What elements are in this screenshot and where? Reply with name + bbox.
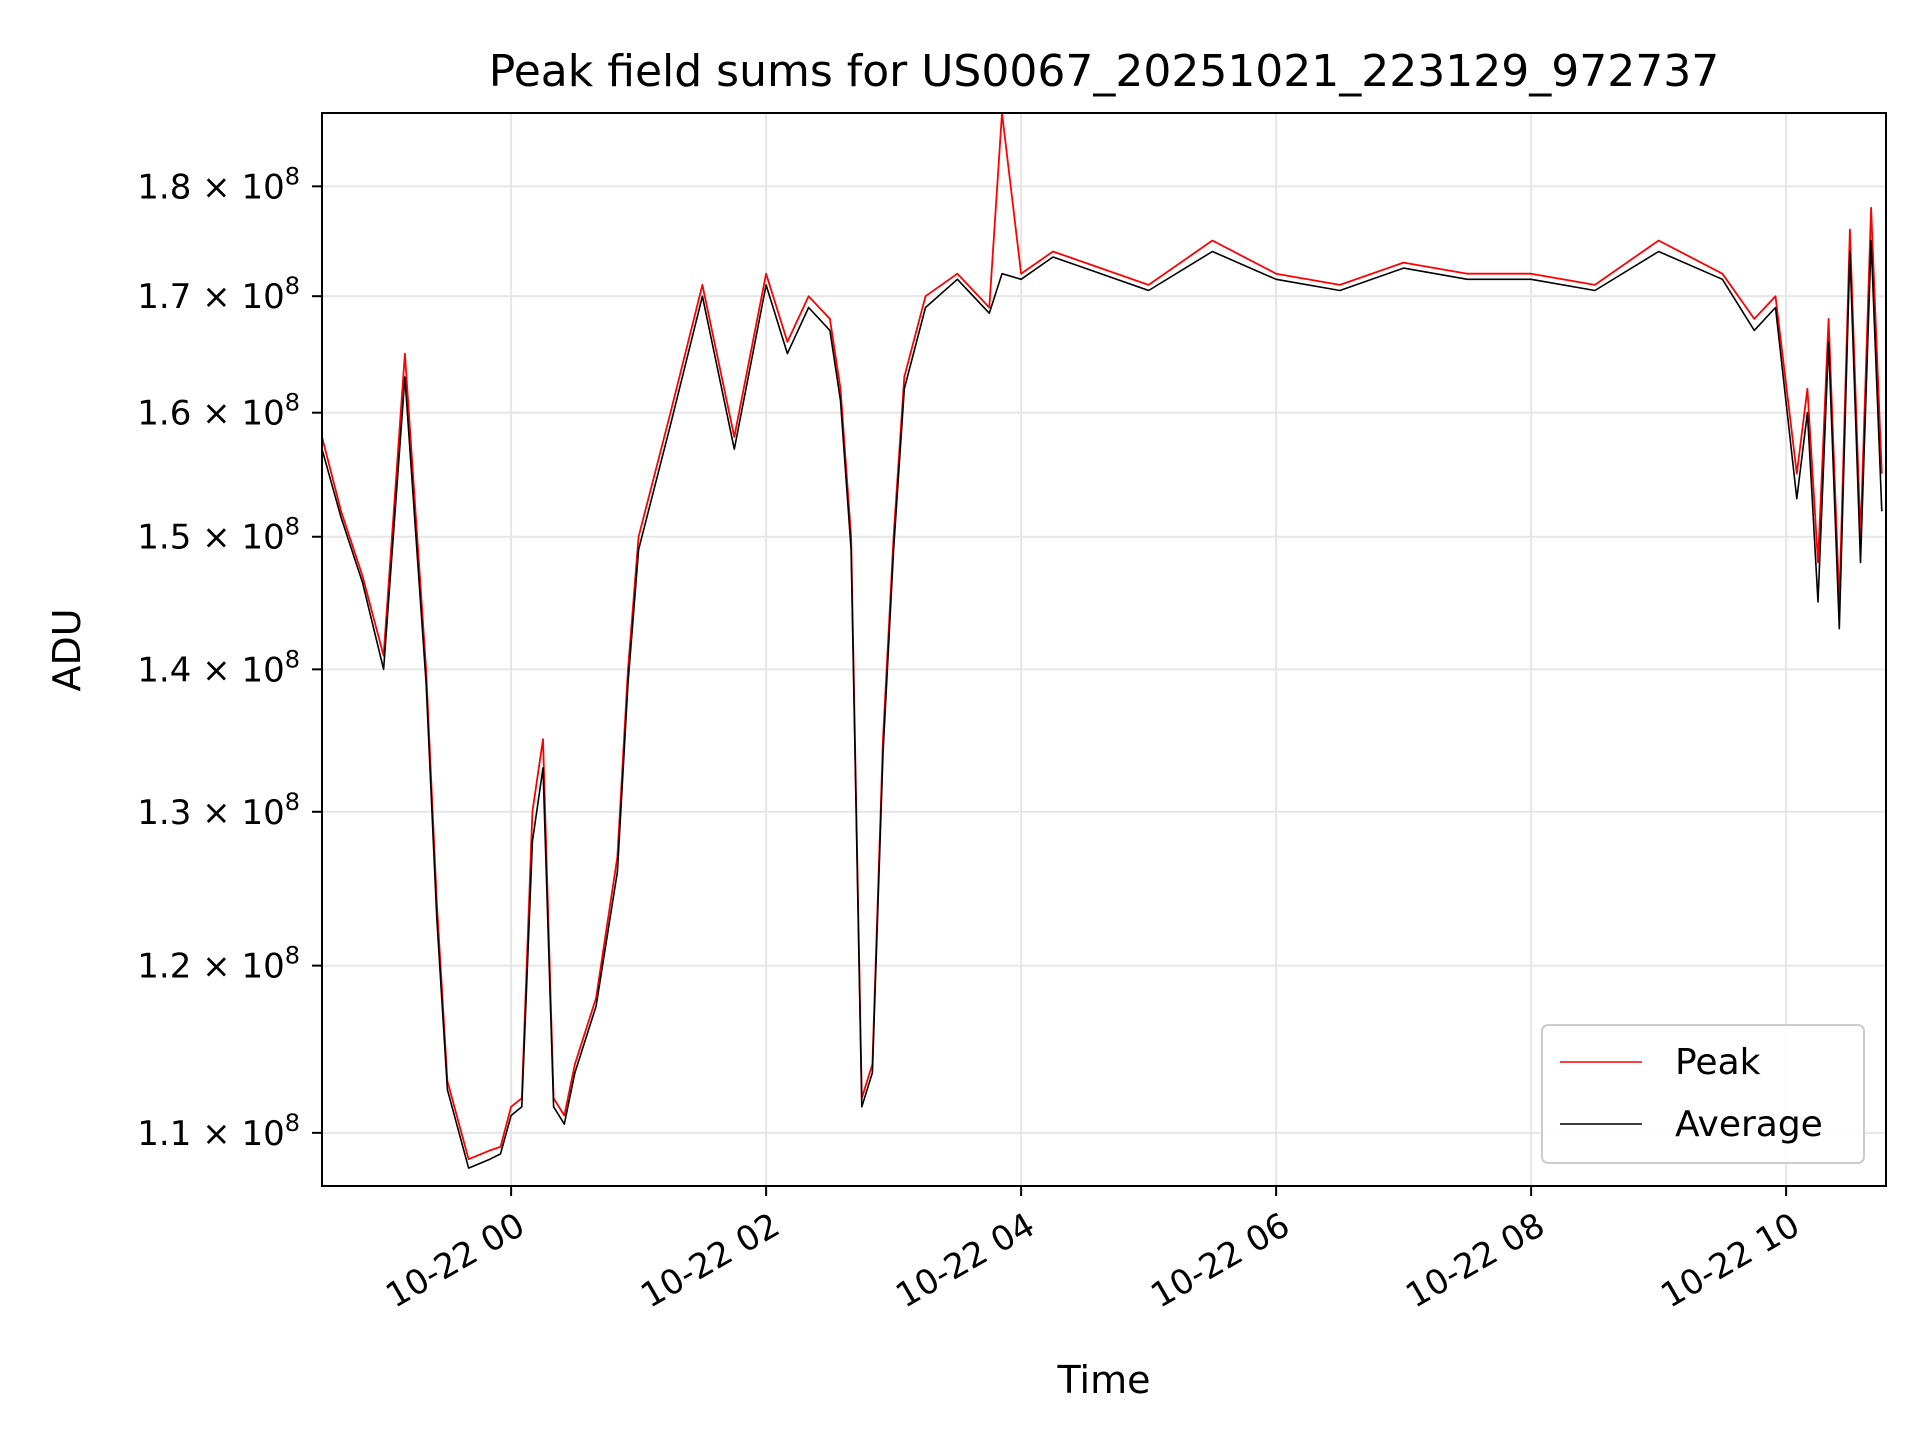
- grid-lines: [322, 113, 1886, 1186]
- peak-series-line: [321, 112, 1883, 1161]
- y-axis-ticks: 1.1 × 108 1.2 × 108 1.3 × 108 1.4 × 108 1.5 …: [137, 162, 322, 1154]
- legend: Peak Average: [1541, 1024, 1865, 1164]
- plot-frame: [321, 112, 1887, 1187]
- legend-label-average: Average: [1675, 1104, 1823, 1145]
- x-tick-label: 10-22 08: [1399, 1205, 1551, 1316]
- x-tick-label: 10-22 04: [889, 1205, 1041, 1316]
- y-tick-label: 1.7 × 108: [137, 272, 300, 317]
- y-tick-label: 1.1 × 108: [137, 1109, 300, 1154]
- x-tick-label: 10-22 02: [634, 1205, 786, 1316]
- y-tick-label: 1.2 × 108: [137, 942, 300, 987]
- legend-label-peak: Peak: [1675, 1042, 1761, 1083]
- series-lines: [321, 112, 1883, 1169]
- x-tick-label: 10-22 00: [379, 1205, 531, 1316]
- y-axis-label: ADU: [45, 608, 89, 691]
- x-axis-ticks: 10-22 00 10-22 02 10-22 04 10-22 06 10-22 08…: [379, 1186, 1807, 1316]
- y-tick-label: 1.6 × 108: [137, 389, 300, 434]
- chart-title: Peak field sums for US0067_20251021_2231…: [489, 46, 1719, 97]
- legend-box: [1541, 1024, 1865, 1164]
- x-tick-label: 10-22 06: [1144, 1205, 1296, 1316]
- average-series-line: [321, 239, 1883, 1169]
- x-axis-label: Time: [1057, 1358, 1151, 1402]
- y-tick-label: 1.5 × 108: [137, 513, 300, 558]
- y-tick-label: 1.3 × 108: [137, 788, 300, 833]
- x-tick-label: 10-22 10: [1654, 1205, 1806, 1316]
- y-tick-label: 1.4 × 108: [137, 645, 300, 690]
- y-tick-label: 1.8 × 108: [137, 162, 300, 207]
